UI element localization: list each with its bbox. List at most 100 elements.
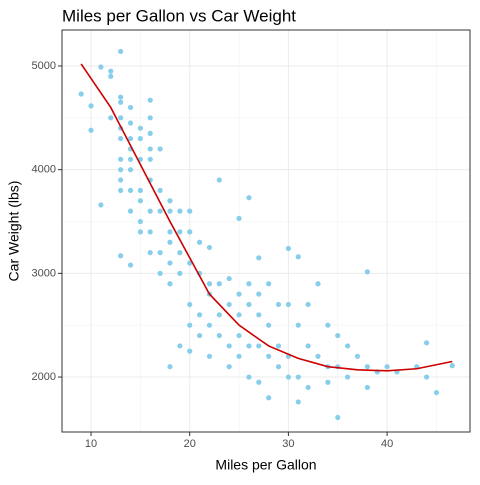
point xyxy=(335,332,341,339)
point xyxy=(187,208,193,214)
point xyxy=(147,115,153,121)
point xyxy=(118,156,124,162)
point xyxy=(305,343,311,349)
point xyxy=(206,244,213,251)
point xyxy=(256,379,262,385)
point xyxy=(177,250,183,256)
point xyxy=(108,73,114,79)
point xyxy=(157,187,163,194)
point xyxy=(236,215,242,222)
point xyxy=(285,374,292,380)
point xyxy=(196,312,203,318)
chart-title: Miles per Gallon vs Car Weight xyxy=(62,6,296,25)
point xyxy=(423,340,430,346)
point xyxy=(127,135,134,142)
point xyxy=(118,167,124,173)
point xyxy=(285,245,292,252)
point xyxy=(118,177,124,183)
trend-line xyxy=(80,63,453,372)
point xyxy=(266,353,272,359)
point xyxy=(256,255,262,261)
x-axis-label: Miles per Gallon xyxy=(215,457,316,473)
point xyxy=(177,208,183,214)
point xyxy=(118,135,124,142)
point xyxy=(127,262,134,268)
point xyxy=(187,301,193,308)
point xyxy=(118,253,124,259)
point xyxy=(305,301,311,308)
point xyxy=(295,254,301,260)
point xyxy=(118,115,124,121)
point xyxy=(118,187,124,194)
point xyxy=(315,281,321,287)
point xyxy=(325,379,331,385)
point xyxy=(137,125,143,131)
point xyxy=(137,218,143,225)
point xyxy=(354,353,361,359)
point xyxy=(187,348,193,354)
y-tick-label: 5000 xyxy=(32,60,56,72)
point xyxy=(187,322,193,328)
point xyxy=(256,343,262,349)
point xyxy=(275,364,282,370)
point xyxy=(196,239,203,245)
point xyxy=(127,208,134,214)
point xyxy=(118,99,124,105)
point xyxy=(98,64,104,70)
point xyxy=(295,374,301,380)
point xyxy=(157,208,163,214)
point xyxy=(147,156,153,162)
point xyxy=(226,301,232,308)
point xyxy=(147,208,153,214)
point xyxy=(246,281,252,287)
point xyxy=(236,312,242,318)
point xyxy=(137,135,143,142)
point xyxy=(345,374,351,380)
point xyxy=(384,364,390,370)
point xyxy=(88,127,94,133)
point xyxy=(157,250,163,256)
point xyxy=(147,146,153,152)
point xyxy=(246,195,252,201)
point xyxy=(236,291,242,297)
point xyxy=(78,91,84,97)
point xyxy=(364,364,370,370)
point xyxy=(345,343,351,349)
x-tick-label: 30 xyxy=(282,438,294,450)
point xyxy=(256,291,262,297)
x-tick-label: 10 xyxy=(85,438,97,450)
point xyxy=(167,281,173,287)
point xyxy=(246,343,252,349)
point xyxy=(167,198,173,204)
point xyxy=(226,343,232,349)
point xyxy=(137,229,143,235)
point xyxy=(315,353,321,359)
point xyxy=(206,322,213,328)
point xyxy=(147,97,153,103)
point xyxy=(246,374,252,380)
point xyxy=(118,48,124,55)
point xyxy=(167,364,173,370)
point xyxy=(167,260,173,266)
y-tick-label: 4000 xyxy=(32,164,56,176)
point xyxy=(137,198,143,204)
point xyxy=(266,395,272,401)
point xyxy=(206,281,213,287)
x-tick-label: 40 xyxy=(381,438,393,450)
point xyxy=(177,229,183,235)
point xyxy=(305,384,311,391)
panel-border xyxy=(61,29,471,433)
point xyxy=(449,363,455,369)
point xyxy=(157,270,163,276)
point xyxy=(167,239,173,245)
point xyxy=(127,187,134,194)
point xyxy=(295,399,301,405)
point xyxy=(108,68,114,74)
point xyxy=(226,364,232,370)
y-axis-label: Car Weight (lbs) xyxy=(6,181,22,282)
point xyxy=(325,322,331,328)
point xyxy=(196,332,203,339)
point xyxy=(167,208,173,214)
point xyxy=(108,115,114,121)
